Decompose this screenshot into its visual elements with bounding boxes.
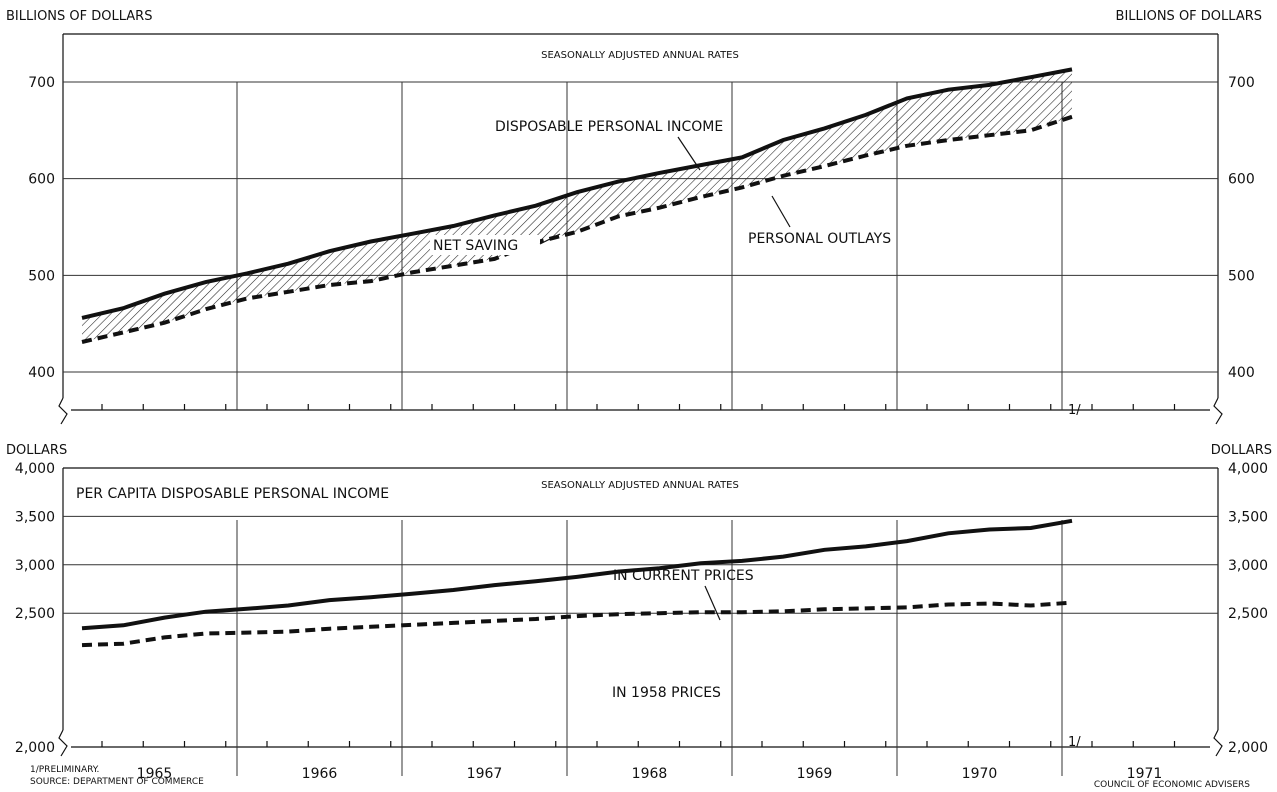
bottom-y-tick-label-right: 4,000 [1228,461,1268,477]
income-series-label: DISPOSABLE PERSONAL INCOME [495,119,723,135]
top-y-tick-label-right: 600 [1228,172,1255,188]
bottom-year-labels: 1965 1966 1967 1968 1969 1970 1971 [137,766,1163,782]
bottom-y-tick-label-left: 2,500 [15,606,55,622]
agency-credit: COUNCIL OF ECONOMIC ADVISERS [1094,780,1250,790]
top-right-axis-break [1213,397,1223,425]
bottom-gridlines [63,515,1218,776]
bottom-plot-frame [58,467,1223,757]
top-y-tick-label-left: 700 [28,75,55,91]
top-y-tick-label-left: 500 [28,268,55,284]
bottom-year-label: 1965 [137,766,173,782]
current-prices-leader [704,585,721,621]
top-panel: BILLIONS OF DOLLARS BILLIONS OF DOLLARS … [6,9,1262,425]
bottom-y-tick-label-right: 3,000 [1228,558,1268,574]
bottom-y-tick-label-left: 4,000 [15,461,55,477]
top-y-tick-label-right: 400 [1228,365,1255,381]
bottom-chart-subtitle: PER CAPITA DISPOSABLE PERSONAL INCOME [76,486,389,502]
bottom-year-label: 1967 [467,766,503,782]
bottom-y-tick-label-left: 2,000 [15,740,55,756]
net-saving-leader [539,233,561,245]
outlays-series-label: PERSONAL OUTLAYS [748,231,891,247]
bottom-x-ticks [101,741,1176,747]
top-plot-frame [58,33,1223,425]
bottom-y-tick-label-left: 3,500 [15,509,55,525]
source-note: SOURCE: DEPARTMENT OF COMMERCE [30,777,204,787]
top-left-axis-break [58,397,68,425]
bottom-right-axis-break [1213,729,1223,757]
bottom-chart-title: SEASONALLY ADJUSTED ANNUAL RATES [541,480,739,491]
top-right-unit-label: BILLIONS OF DOLLARS [1116,9,1262,24]
top-left-unit-label: BILLIONS OF DOLLARS [6,9,152,24]
bottom-year-label: 1966 [302,766,338,782]
top-y-tick-label-right: 700 [1228,75,1255,91]
income-label-leader [677,136,701,171]
bottom-y-tick-label-right: 3,500 [1228,509,1268,525]
top-y-tick-label-left: 400 [28,365,55,381]
top-chart-title: SEASONALLY ADJUSTED ANNUAL RATES [541,50,739,61]
1958-prices-label: IN 1958 PRICES [612,685,721,701]
bottom-y-tick-label-right: 2,500 [1228,606,1268,622]
bottom-panel: DOLLARS DOLLARS 2,000 2,000 2,500 2,500 3,00… [6,443,1272,782]
bottom-y-tick-label-left: 3,000 [15,558,55,574]
bottom-preliminary-marker: 1/ [1068,735,1081,750]
top-y-tick-label-left: 600 [28,172,55,188]
current-prices-label: IN CURRENT PRICES [613,568,754,584]
net-saving-label-bg [430,235,540,255]
bottom-left-axis-break [58,729,68,757]
bottom-left-unit-label: DOLLARS [6,443,67,458]
current-prices-line [81,518,1073,631]
top-y-tick-labels: 400 400 500 500 600 600 700 700 [28,75,1254,381]
bottom-y-tick-labels: 2,000 2,000 2,500 2,500 3,000 3,000 3,500 3,500… [15,461,1268,756]
footnote-preliminary: 1/PRELIMINARY. [30,765,99,775]
net-saving-label: NET SAVING [433,238,518,254]
bottom-right-unit-label: DOLLARS [1211,443,1272,458]
top-preliminary-marker: 1/ [1068,403,1081,418]
bottom-year-label: 1969 [797,766,833,782]
top-y-tick-label-right: 500 [1228,268,1255,284]
bottom-year-label: 1970 [962,766,998,782]
net-saving-area [82,69,1072,343]
bottom-y-tick-label-right: 2,000 [1228,740,1268,756]
disposable-income-line [81,67,1073,320]
personal-outlays-line [81,114,1073,344]
top-x-ticks [101,404,1176,410]
1958-prices-line [81,600,1073,648]
outlays-label-leader [771,195,791,228]
bottom-year-label: 1968 [632,766,668,782]
bottom-year-label: 1971 [1127,766,1163,782]
